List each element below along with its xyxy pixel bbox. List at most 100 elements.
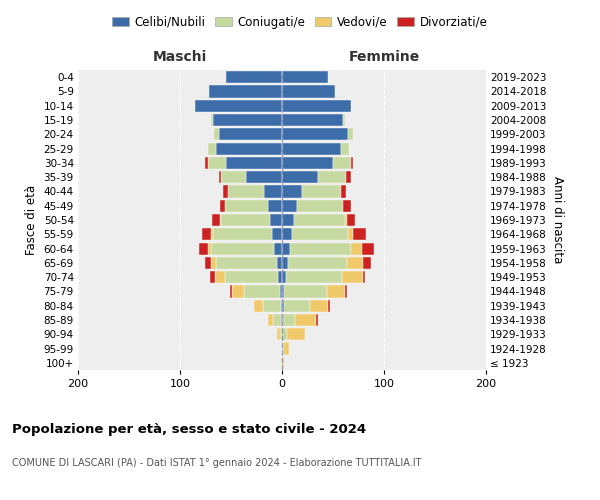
Bar: [206, 257, 211, 269]
Bar: [281, 300, 282, 312]
Bar: [268, 314, 273, 326]
Bar: [282, 114, 343, 126]
Bar: [327, 286, 345, 298]
Bar: [212, 114, 282, 126]
Bar: [219, 171, 221, 183]
Bar: [341, 186, 346, 198]
Bar: [282, 257, 288, 269]
Bar: [349, 228, 353, 240]
Bar: [273, 314, 281, 326]
Bar: [282, 128, 349, 140]
Bar: [232, 286, 244, 298]
Legend: Celibi/Nubili, Coniugati/e, Vedovi/e, Divorziati/e: Celibi/Nubili, Coniugati/e, Vedovi/e, Di…: [107, 11, 493, 34]
Bar: [282, 228, 292, 240]
Bar: [284, 342, 289, 354]
Bar: [226, 71, 282, 83]
Bar: [328, 300, 330, 312]
Bar: [282, 171, 318, 183]
Bar: [268, 200, 282, 212]
Bar: [278, 271, 282, 283]
Bar: [310, 300, 328, 312]
Bar: [343, 200, 352, 212]
Bar: [211, 114, 212, 126]
Bar: [346, 171, 352, 183]
Bar: [223, 186, 228, 198]
Bar: [362, 257, 371, 269]
Bar: [211, 257, 216, 269]
Bar: [196, 100, 282, 112]
Bar: [302, 186, 341, 198]
Bar: [288, 257, 347, 269]
Bar: [352, 157, 353, 169]
Bar: [277, 257, 282, 269]
Bar: [244, 286, 280, 298]
Y-axis label: Anni di nascita: Anni di nascita: [551, 176, 563, 264]
Bar: [282, 342, 284, 354]
Bar: [345, 214, 347, 226]
Bar: [282, 286, 284, 298]
Bar: [282, 271, 286, 283]
Bar: [219, 128, 282, 140]
Bar: [209, 271, 215, 283]
Bar: [220, 214, 221, 226]
Bar: [225, 271, 278, 283]
Bar: [282, 314, 283, 326]
Bar: [286, 271, 342, 283]
Bar: [247, 171, 282, 183]
Text: Femmine: Femmine: [349, 50, 419, 64]
Bar: [280, 286, 282, 298]
Bar: [341, 142, 349, 154]
Bar: [199, 242, 208, 254]
Text: Maschi: Maschi: [153, 50, 207, 64]
Bar: [282, 300, 284, 312]
Bar: [208, 242, 211, 254]
Bar: [316, 314, 318, 326]
Bar: [282, 186, 302, 198]
Bar: [342, 271, 362, 283]
Bar: [221, 171, 247, 183]
Bar: [318, 171, 346, 183]
Bar: [226, 157, 282, 169]
Bar: [345, 286, 347, 298]
Bar: [362, 271, 365, 283]
Text: COMUNE DI LASCARI (PA) - Dati ISTAT 1° gennaio 2024 - Elaborazione TUTTITALIA.IT: COMUNE DI LASCARI (PA) - Dati ISTAT 1° g…: [12, 458, 421, 468]
Bar: [290, 242, 352, 254]
Bar: [282, 71, 328, 83]
Bar: [287, 328, 305, 340]
Bar: [349, 128, 353, 140]
Bar: [211, 228, 212, 240]
Bar: [228, 186, 263, 198]
Bar: [343, 114, 345, 126]
Bar: [282, 86, 335, 98]
Bar: [220, 200, 225, 212]
Bar: [202, 228, 211, 240]
Bar: [282, 100, 352, 112]
Bar: [277, 328, 280, 340]
Bar: [272, 228, 282, 240]
Bar: [225, 200, 268, 212]
Bar: [274, 242, 282, 254]
Bar: [282, 214, 294, 226]
Bar: [214, 128, 219, 140]
Bar: [347, 257, 362, 269]
Text: Popolazione per età, sesso e stato civile - 2024: Popolazione per età, sesso e stato civil…: [12, 422, 366, 436]
Bar: [263, 300, 281, 312]
Y-axis label: Fasce di età: Fasce di età: [25, 185, 38, 255]
Bar: [282, 357, 284, 369]
Bar: [215, 271, 225, 283]
Bar: [208, 157, 226, 169]
Bar: [353, 228, 365, 240]
Bar: [282, 242, 290, 254]
Bar: [295, 314, 316, 326]
Bar: [281, 314, 282, 326]
Bar: [270, 214, 282, 226]
Bar: [284, 300, 310, 312]
Bar: [283, 314, 295, 326]
Bar: [294, 214, 345, 226]
Bar: [230, 286, 232, 298]
Bar: [333, 157, 352, 169]
Bar: [282, 328, 287, 340]
Bar: [282, 142, 341, 154]
Bar: [282, 200, 298, 212]
Bar: [282, 157, 333, 169]
